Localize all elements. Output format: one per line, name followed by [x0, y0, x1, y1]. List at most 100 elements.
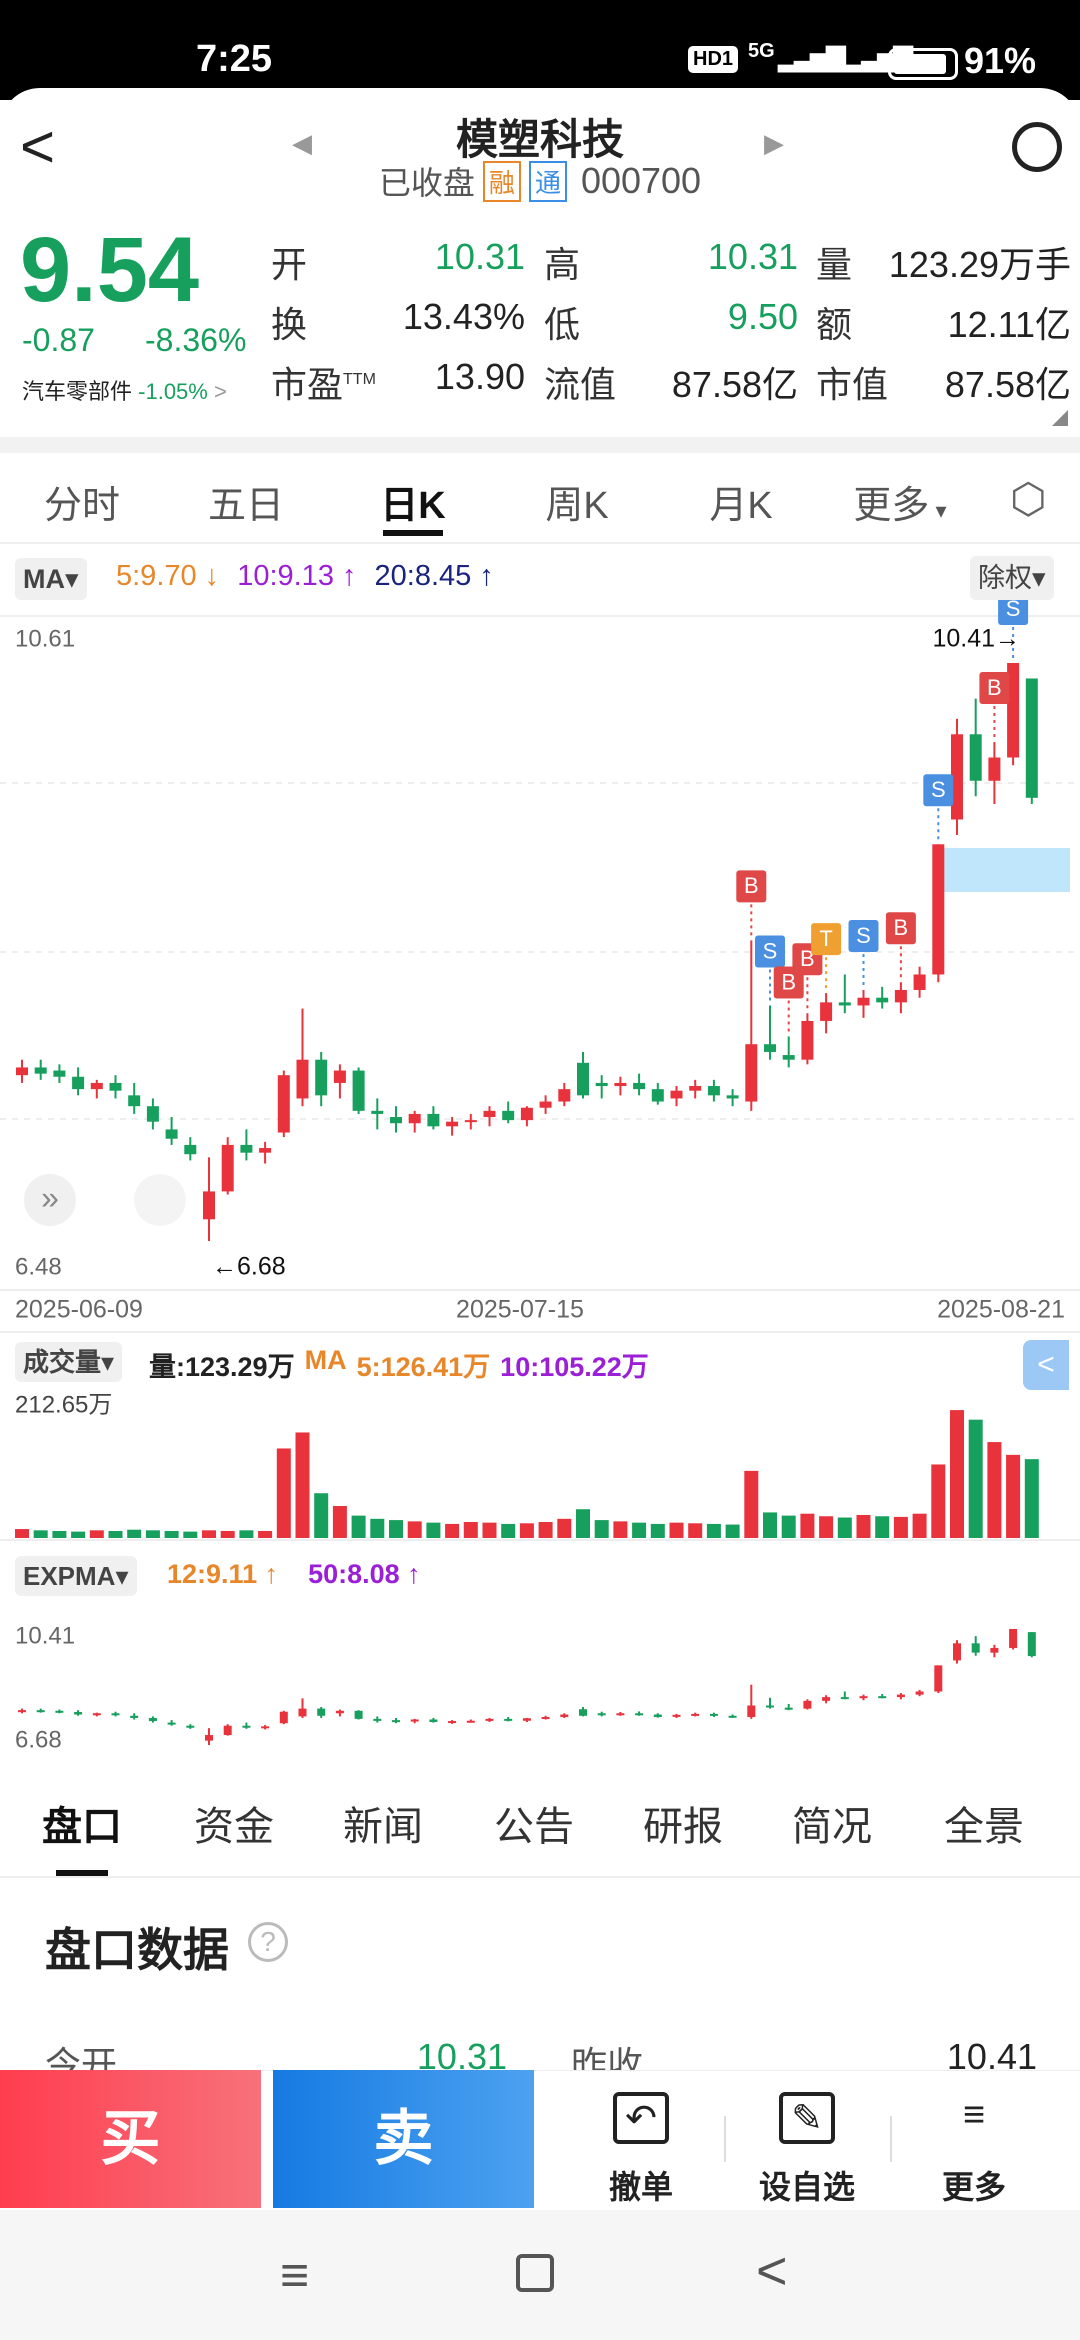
candle-body	[148, 1717, 157, 1722]
section-tab[interactable]: 公告	[494, 1805, 574, 1849]
candle-body	[1009, 1629, 1018, 1648]
vol-button[interactable]: 成交量▾	[15, 1342, 123, 1382]
expand-glyph: »	[41, 1179, 59, 1215]
candle-body	[522, 1718, 531, 1721]
candle-body	[709, 1713, 718, 1716]
stat-label-text: 额	[816, 304, 853, 345]
indicator: MA	[23, 564, 65, 594]
section-tab[interactable]: 全景	[944, 1805, 1024, 1849]
candle-body	[448, 1721, 457, 1724]
settings-icon[interactable]: ⬡	[1010, 475, 1047, 522]
candle-body	[614, 1082, 627, 1087]
volume-bar	[594, 1520, 609, 1538]
action-label[interactable]: 更多	[941, 2169, 1006, 2205]
action-icon[interactable]: ↶	[613, 2092, 669, 2144]
action-icon[interactable]: ✎	[779, 2092, 835, 2144]
volume-bar	[632, 1522, 647, 1538]
nav-home[interactable]	[516, 2254, 554, 2292]
candle-body	[317, 1708, 326, 1716]
volume-bar	[258, 1530, 273, 1538]
candle-body	[616, 1713, 625, 1716]
help-icon[interactable]: ?	[248, 1922, 288, 1962]
period-tab[interactable]: 日K	[380, 485, 446, 527]
volume-bar	[183, 1531, 198, 1538]
candle-body	[205, 1735, 213, 1741]
volume-bar	[164, 1530, 179, 1538]
candle-body	[277, 1075, 290, 1133]
volume-bar	[669, 1522, 684, 1538]
candle-body	[579, 1709, 587, 1716]
period-tab[interactable]: 周K	[545, 485, 609, 527]
candle-body	[539, 1101, 552, 1108]
prev-stock[interactable]: ◀	[292, 128, 312, 158]
candle-body	[390, 1117, 402, 1124]
period-tab[interactable]: 更多 ▾	[853, 485, 947, 527]
legend-entry: 50:8.08 ↑	[308, 1559, 421, 1589]
candle-body	[990, 1647, 999, 1653]
indicator-button[interactable]: MA▾	[15, 558, 87, 600]
next-stock[interactable]: ▶	[764, 128, 784, 158]
expma-button[interactable]: EXPMA▾	[15, 1556, 137, 1596]
signal-label: S	[856, 923, 871, 948]
volume-bar	[332, 1506, 347, 1538]
section-tab[interactable]: 盘口	[42, 1805, 122, 1849]
section-tab[interactable]: 简况	[792, 1805, 872, 1849]
candle-body	[261, 1726, 270, 1729]
expand-icon[interactable]	[134, 1174, 186, 1226]
expand-icon[interactable]	[24, 1174, 76, 1226]
section-tab[interactable]: 资金	[194, 1805, 274, 1849]
sell-button[interactable]: 卖	[273, 2070, 534, 2208]
candle-body	[595, 1082, 608, 1087]
signal-badge	[848, 919, 879, 952]
nav-back[interactable]: <	[756, 2241, 788, 2301]
back-button[interactable]: <	[20, 113, 56, 180]
period-tab[interactable]: 分时	[43, 485, 120, 527]
candle-body	[427, 1113, 440, 1127]
nav-menu[interactable]: ≡	[280, 2247, 310, 2303]
volume-bar	[314, 1493, 329, 1538]
stat-label-sup: TTM	[343, 371, 376, 388]
adjust: 除权	[978, 563, 1032, 593]
candle-body	[128, 1095, 141, 1107]
candle-body	[446, 1121, 459, 1127]
candle-body	[16, 1067, 28, 1076]
section-tab[interactable]: 研报	[643, 1805, 723, 1849]
stat-label-text: 流值	[544, 364, 617, 405]
candle-body	[259, 1148, 272, 1153]
volume-bar	[15, 1529, 29, 1538]
collapse-button[interactable]: <	[1023, 1340, 1069, 1390]
action-icon[interactable]: ≡	[962, 2094, 986, 2136]
candle-body	[315, 1059, 328, 1096]
volume-bar	[145, 1530, 160, 1538]
action-divider	[890, 2116, 892, 2162]
volume-bar	[370, 1518, 385, 1538]
volume-bar	[389, 1520, 403, 1538]
stat-label: 流值	[544, 356, 616, 408]
candle-body	[36, 1710, 45, 1713]
period-tab[interactable]: 月K	[709, 485, 773, 527]
buy-button[interactable]: 买	[0, 2070, 261, 2208]
candle-body	[53, 1070, 66, 1077]
volume-bar	[202, 1530, 216, 1538]
candle-body	[184, 1144, 197, 1155]
candle-body	[90, 1082, 103, 1090]
volume-bar	[482, 1522, 497, 1538]
caret: ▾	[929, 498, 947, 523]
candle-body	[92, 1713, 101, 1716]
candle-body	[520, 1107, 533, 1121]
candle-body	[840, 1697, 849, 1700]
period-tab[interactable]: 五日	[207, 485, 284, 527]
candle-body	[635, 1713, 644, 1716]
volume-bar	[351, 1515, 366, 1538]
action-label[interactable]: 撤单	[608, 2169, 673, 2205]
search-button[interactable]	[1012, 122, 1062, 172]
action-label[interactable]: 设自选	[758, 2169, 855, 2205]
sector-pct: -1.05%	[138, 379, 208, 404]
adjust-button[interactable]: 除权▾	[970, 556, 1054, 600]
signal-label: T	[819, 926, 832, 951]
section-tab[interactable]: 新闻	[343, 1805, 423, 1849]
volume-bar	[744, 1470, 759, 1538]
candle-body	[820, 1002, 833, 1021]
